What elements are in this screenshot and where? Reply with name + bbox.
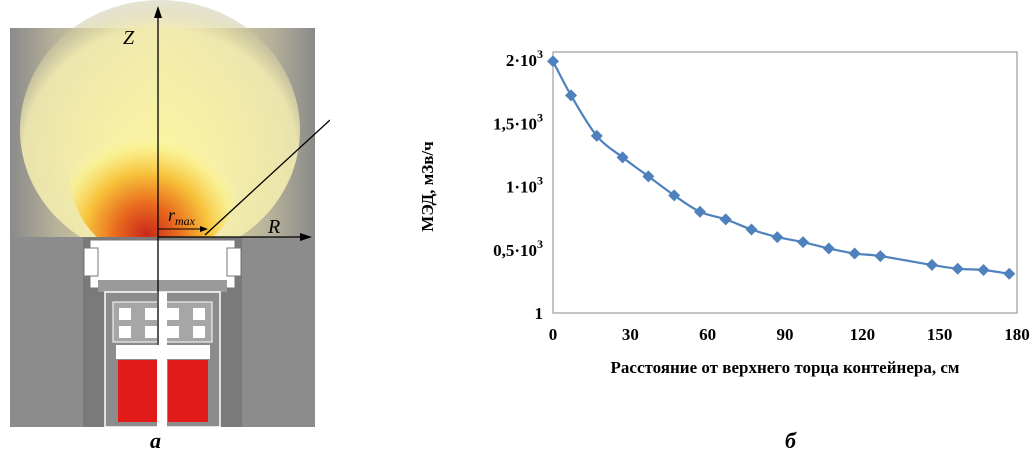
y-tick-label: 0,5·103: [493, 237, 543, 260]
r-max-arrowhead: [200, 226, 208, 232]
plume-core: [70, 90, 240, 260]
data-point: [719, 213, 732, 226]
data-point: [1003, 267, 1016, 280]
data-point: [874, 250, 887, 263]
y-tick-label: 1,5·103: [493, 110, 543, 133]
data-point: [977, 263, 990, 276]
panel-a-label: а: [150, 428, 161, 453]
x-tick-label: 180: [1004, 325, 1030, 344]
plume-simulation: Z R rmax 1: [10, 0, 352, 428]
data-point: [642, 170, 655, 183]
z-axis-label: Z: [123, 27, 135, 49]
data-point: [565, 89, 578, 102]
z-axis-arrow: [154, 6, 162, 18]
panel-b-label: б: [785, 428, 796, 453]
data-point: [797, 236, 810, 249]
data-point: [616, 151, 629, 164]
line-chart: 0 30 60 90 120 150 180 1 0,5·103 1·103 1,5·103 2·10…: [418, 47, 1030, 377]
r-axis-arrow: [300, 233, 312, 241]
panel-a: Z R rmax 1 а: [0, 0, 352, 459]
data-point: [848, 247, 861, 260]
data-point: [547, 55, 559, 68]
data-point: [668, 189, 681, 202]
fuel-assembly-left: [118, 360, 158, 422]
x-tick-label: 0: [549, 325, 558, 344]
plot-area-frame: [552, 51, 1018, 314]
data-point: [590, 129, 603, 142]
data-point: [925, 258, 938, 271]
x-tick-label: 120: [850, 325, 876, 344]
y-tick-label: 1·103: [506, 174, 543, 197]
y-tick-label: 1: [535, 304, 544, 323]
container-right-wall: [242, 237, 315, 427]
series-line: [552, 60, 1010, 275]
data-point: [951, 262, 964, 275]
data-point: [822, 242, 835, 255]
fuel-assembly-right: [168, 360, 208, 422]
data-point: [745, 223, 758, 236]
data-point: [771, 231, 784, 244]
x-tick-label: 30: [622, 325, 639, 344]
x-tick-label: 90: [777, 325, 794, 344]
data-point: [693, 205, 706, 218]
callout-line: [204, 119, 331, 236]
r-max-label: rmax: [168, 205, 196, 228]
y-tick-label: 2·103: [506, 47, 543, 70]
panel-b: 0 30 60 90 120 150 180 1 0,5·103 1·103 1,5·103 2·10…: [330, 0, 1035, 459]
container-left-wall: [10, 237, 83, 427]
y-axis-label: МЭД, мЗв/ч: [418, 141, 437, 232]
x-axis-label: Расстояние от верхнего торца контейнера,…: [611, 358, 960, 377]
x-tick-label: 150: [927, 325, 953, 344]
r-axis-label: R: [267, 216, 280, 238]
x-tick-label: 60: [699, 325, 716, 344]
